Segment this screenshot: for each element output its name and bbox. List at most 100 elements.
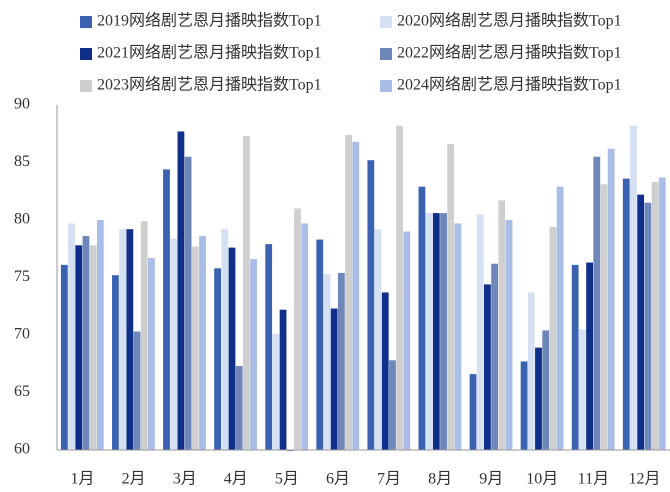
bar xyxy=(272,333,280,450)
x-tick-label: 1月 xyxy=(71,471,95,488)
x-tick-label: 3月 xyxy=(173,471,197,488)
bar xyxy=(578,329,586,450)
bar xyxy=(191,246,199,450)
bar xyxy=(184,156,192,450)
y-tick-label: 65 xyxy=(14,383,30,400)
y-tick-label: 60 xyxy=(14,441,30,458)
bar xyxy=(476,214,484,450)
bar xyxy=(75,245,83,450)
bar xyxy=(651,182,659,451)
bar xyxy=(644,202,652,450)
bar xyxy=(484,284,491,450)
bar xyxy=(119,229,127,450)
legend-swatch xyxy=(380,16,392,28)
x-tick-label: 8月 xyxy=(428,471,452,488)
bar xyxy=(199,236,206,450)
bar xyxy=(82,236,90,450)
bar xyxy=(133,331,141,450)
legend-label: 2024网络剧艺恩月播映指数Top1 xyxy=(397,75,622,94)
x-tick-label: 4月 xyxy=(224,471,248,488)
bar xyxy=(403,231,411,450)
legend-swatch xyxy=(80,16,92,28)
legend-swatch xyxy=(380,48,392,60)
bar xyxy=(389,360,396,450)
legend-label: 2019网络剧艺恩月播映指数Top1 xyxy=(97,11,322,30)
bar xyxy=(214,268,221,450)
bar xyxy=(112,275,119,450)
bar xyxy=(140,221,148,450)
bar xyxy=(637,194,645,450)
x-tick-label: 5月 xyxy=(275,471,299,488)
x-tick-label: 12月 xyxy=(628,471,660,488)
legend-swatch xyxy=(380,80,392,92)
bar xyxy=(520,361,528,450)
bar xyxy=(228,247,236,450)
bar xyxy=(148,257,155,450)
bar xyxy=(447,144,455,450)
bar xyxy=(323,274,331,450)
bar xyxy=(316,239,324,450)
legend-swatch xyxy=(80,80,92,92)
bar xyxy=(658,177,666,450)
bar xyxy=(535,347,542,450)
legend-swatch xyxy=(80,48,92,60)
bar xyxy=(294,208,301,450)
bar xyxy=(505,220,513,450)
x-tick-label: 7月 xyxy=(377,471,401,488)
x-tick-label: 9月 xyxy=(479,471,503,488)
bar xyxy=(89,245,97,450)
legend-label: 2023网络剧艺恩月播映指数Top1 xyxy=(97,75,322,94)
x-tick-label: 11月 xyxy=(578,471,609,488)
bar xyxy=(454,223,462,450)
bar xyxy=(381,292,389,450)
bar xyxy=(396,125,404,450)
bar xyxy=(126,229,134,450)
bar xyxy=(68,223,75,450)
bar xyxy=(345,134,352,450)
bar xyxy=(286,450,294,452)
y-tick-label: 75 xyxy=(14,268,30,285)
bar xyxy=(440,213,447,450)
y-tick-label: 90 xyxy=(14,96,30,113)
y-tick-label: 80 xyxy=(14,211,30,228)
bar xyxy=(498,200,506,450)
bar xyxy=(374,229,382,450)
bar xyxy=(571,264,579,450)
bar xyxy=(593,156,601,450)
bar xyxy=(177,131,185,450)
bar xyxy=(425,213,433,450)
bar xyxy=(60,264,68,450)
bar xyxy=(352,141,360,451)
bar xyxy=(96,220,104,450)
y-tick-label: 85 xyxy=(14,153,30,170)
y-tick-label: 70 xyxy=(14,326,30,343)
bar xyxy=(491,263,499,450)
bar xyxy=(432,213,440,450)
bar xyxy=(418,186,426,450)
bar xyxy=(549,226,557,450)
bar xyxy=(330,308,338,450)
bar xyxy=(607,148,615,450)
bar xyxy=(265,244,273,450)
bar xyxy=(469,374,477,450)
bar xyxy=(221,229,229,450)
bar xyxy=(367,160,375,450)
bar xyxy=(556,186,564,450)
bar xyxy=(170,238,178,450)
legend-label: 2021网络剧艺恩月播映指数Top1 xyxy=(97,43,322,62)
bar xyxy=(235,366,243,450)
bar xyxy=(527,292,535,450)
bar xyxy=(600,184,608,450)
x-tick-label: 2月 xyxy=(122,471,146,488)
bar xyxy=(586,262,593,450)
legend-label: 2020网络剧艺恩月播映指数Top1 xyxy=(397,11,622,30)
bar xyxy=(337,272,345,450)
x-tick-label: 10月 xyxy=(526,471,558,488)
x-tick-label: 6月 xyxy=(326,471,350,488)
bar xyxy=(250,259,257,450)
bar xyxy=(242,136,250,451)
legend-label: 2022网络剧艺恩月播映指数Top1 xyxy=(397,43,622,62)
bar xyxy=(630,125,637,450)
bar xyxy=(542,330,550,450)
